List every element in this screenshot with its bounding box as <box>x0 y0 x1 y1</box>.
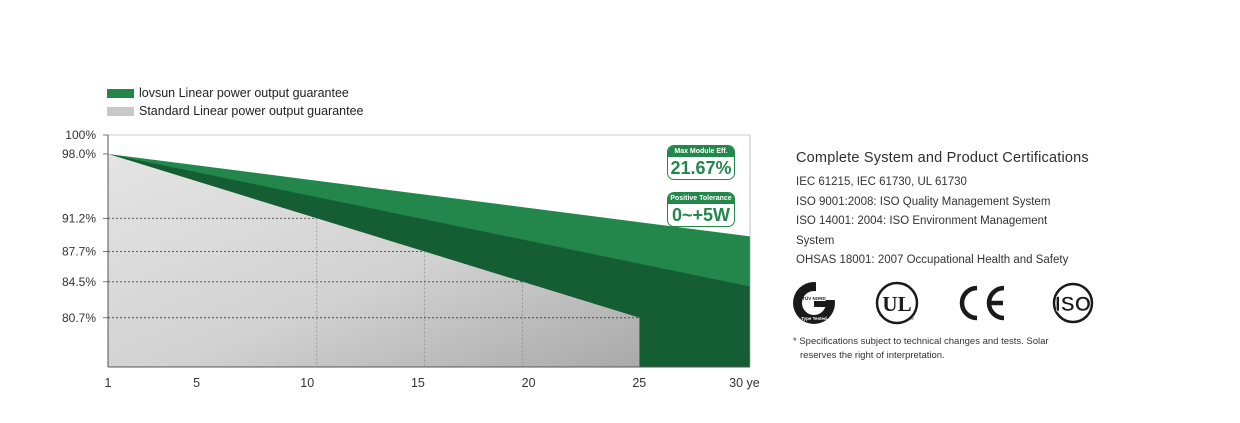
certifications-title: Complete System and Product Certificatio… <box>796 150 1089 166</box>
y-tick-label: 87.7% <box>62 244 96 258</box>
svg-text:®: ® <box>910 315 914 322</box>
certification-line: OHSAS 18001: 2007 Occupational Health an… <box>796 254 1069 266</box>
legend-label: Standard Linear power output guarantee <box>139 104 364 118</box>
legend-label: lovsun Linear power output guarantee <box>139 86 349 100</box>
x-tick-label: 5 <box>193 376 200 390</box>
legend-swatch-green <box>107 88 134 98</box>
certification-line: System <box>796 234 835 247</box>
x-tick-label: 1 <box>105 376 112 390</box>
footnote-line: * Specifications subject to technical ch… <box>793 336 1049 347</box>
y-tick-label: 98.0% <box>62 147 96 161</box>
tuv-rheinland-logo: TÜV NORD Type Tested <box>793 280 838 324</box>
x-tick-label: 30 year <box>729 376 760 390</box>
x-tick-label: 20 <box>522 376 536 390</box>
certification-line: IEC 61215, IEC 61730, UL 61730 <box>796 176 967 188</box>
tuv-text: TÜV NORD <box>802 295 826 301</box>
lovsun-output-shadow <box>108 153 750 367</box>
chart-legend: lovsun Linear power output guarantee Sta… <box>107 84 363 120</box>
y-tick-label: 91.2% <box>62 211 96 225</box>
badge-label: Positive Tolerance <box>668 193 734 204</box>
legend-item-lovsun: lovsun Linear power output guarantee <box>107 84 363 102</box>
ul-logo: UL ® <box>875 281 919 325</box>
iso-text: ISO <box>1055 293 1091 316</box>
certifications-panel: Complete System and Product Certificatio… <box>796 150 1136 271</box>
iso-logo: ISO <box>1052 282 1094 324</box>
y-tick-label: 100% <box>65 128 96 142</box>
max-efficiency-badge: Max Module Eff. 21.67% <box>667 145 735 180</box>
ul-text: UL <box>882 292 911 316</box>
badge-label: Max Module Eff. <box>668 146 734 157</box>
badge-value: 0~+5W <box>671 205 731 225</box>
badge-value: 21.67% <box>670 158 732 178</box>
tuv-sub-text: Type Tested <box>801 316 827 321</box>
footnote-line: reserves the right of interpretation. <box>800 350 945 361</box>
certification-line: ISO 9001:2008: ISO Quality Management Sy… <box>796 195 1051 208</box>
legend-swatch-gray <box>107 106 134 116</box>
certification-line: ISO 14001: 2004: ISO Environment Managem… <box>796 215 1048 227</box>
power-output-chart: 100%98.0%91.2%87.7%84.5%80.7%1 5 10 15 20 25 3… <box>62 128 760 390</box>
legend-item-standard: Standard Linear power output guarantee <box>107 102 363 120</box>
x-tick-label: 15 <box>411 376 425 390</box>
positive-tolerance-badge: Positive Tolerance 0~+5W <box>667 192 735 227</box>
x-tick-label: 25 <box>632 376 646 390</box>
y-tick-label: 80.7% <box>62 311 96 325</box>
certification-logos: TÜV NORD Type Tested UL ® ISO <box>790 280 1110 326</box>
x-tick-label: 10 <box>300 376 314 390</box>
standard-output-area <box>108 153 640 367</box>
y-tick-label: 84.5% <box>62 275 96 289</box>
specifications-footnote: * Specifications subject to technical ch… <box>793 335 1103 363</box>
ce-logo <box>959 285 1005 321</box>
